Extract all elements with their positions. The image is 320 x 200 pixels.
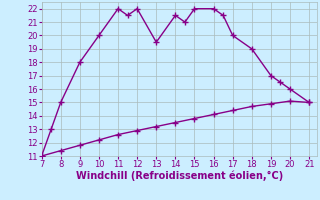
X-axis label: Windchill (Refroidissement éolien,°C): Windchill (Refroidissement éolien,°C) xyxy=(76,171,283,181)
